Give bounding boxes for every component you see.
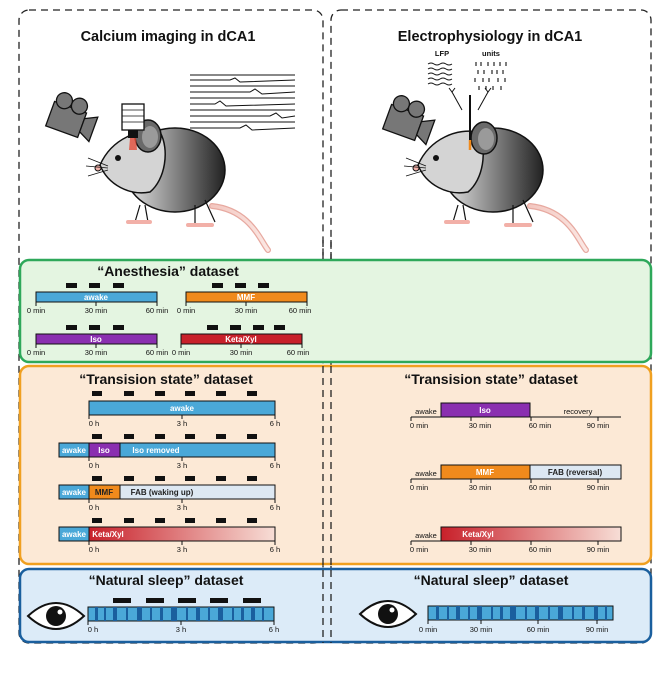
tick: 3 h xyxy=(176,625,186,634)
lfp-label: LFP xyxy=(435,49,449,58)
anesthesia-title: “Anesthesia” dataset xyxy=(97,263,239,279)
tick: 30 min xyxy=(469,545,492,554)
anesthesia-mmf-row: MMF 0 min 30 min 60 min xyxy=(177,283,311,315)
tick: 30 min xyxy=(235,306,258,315)
transition-left-row4: awake Keta/Xyl 0 h 3 h 6 h xyxy=(58,518,280,554)
keta-bar-label: Keta/Xyl xyxy=(225,335,257,344)
anesthesia-iso-row: Iso 0 min 30 min 60 min xyxy=(27,325,168,357)
transition-left-row3: awake MMF FAB (waking up) 0 h 3 h 6 h xyxy=(58,476,280,512)
eye-icon xyxy=(358,600,418,628)
tick: 90 min xyxy=(587,483,610,492)
tick: 3 h xyxy=(177,503,187,512)
tick: 0 min xyxy=(27,306,45,315)
tick: 0 h xyxy=(89,545,99,554)
row-label: awake xyxy=(170,404,195,413)
tick: 60 min xyxy=(527,625,550,634)
tick: 60 min xyxy=(146,306,169,315)
transition-left-title: “Transision state” dataset xyxy=(79,371,253,387)
tick: 30 min xyxy=(230,348,253,357)
tick: 30 min xyxy=(469,483,492,492)
awake-label: awake xyxy=(415,531,437,540)
tick: 60 min xyxy=(146,348,169,357)
tick: 6 h xyxy=(269,625,279,634)
tick: 60 min xyxy=(529,421,552,430)
tick: 60 min xyxy=(287,348,310,357)
eye-icon xyxy=(26,602,86,630)
drug-label: Iso xyxy=(479,406,491,415)
tick: 6 h xyxy=(270,545,280,554)
anesthesia-awake-row: awake 0 min 30 min 60 min xyxy=(27,283,168,315)
sleep-right-title: “Natural sleep” dataset xyxy=(414,572,569,588)
tick: 90 min xyxy=(587,421,610,430)
tick: 30 min xyxy=(470,625,493,634)
after-label: recovery xyxy=(564,407,593,416)
tick: 30 min xyxy=(469,421,492,430)
awake-label: awake xyxy=(415,469,437,478)
mmf-bar-label: MMF xyxy=(237,293,255,302)
tick: 0 min xyxy=(27,348,45,357)
transition-right-row2: awake MMF FAB (reversal) 0 min 30 min 60… xyxy=(410,464,622,492)
sleep-left-timeline: 0 h 3 h 6 h xyxy=(87,598,279,634)
tick: 0 min xyxy=(410,421,428,430)
transition-left-row1: awake 0 h 3 h 6 h xyxy=(88,391,280,428)
calcium-mouse-illustration xyxy=(44,74,296,253)
tick: 0 h xyxy=(88,625,98,634)
awake-label: awake xyxy=(62,488,87,497)
drug-label: Keta/Xyl xyxy=(462,530,494,539)
tick: 6 h xyxy=(270,461,280,470)
tick: 0 min xyxy=(410,545,428,554)
units-label: units xyxy=(482,49,500,58)
sleep-right-timeline: 0 min 30 min 60 min 90 min xyxy=(419,605,614,634)
tick: 30 min xyxy=(85,348,108,357)
transition-right-row1: awake Iso recovery 0 min 30 min 60 min 9… xyxy=(410,402,621,430)
tick: 6 h xyxy=(270,419,280,428)
awake-label: awake xyxy=(62,446,87,455)
awake-label: awake xyxy=(62,530,87,539)
drug-label: Iso xyxy=(98,446,110,455)
tick: 3 h xyxy=(177,419,187,428)
calcium-title: Calcium imaging in dCA1 xyxy=(81,29,256,45)
tick: 0 h xyxy=(89,461,99,470)
tick: 30 min xyxy=(85,306,108,315)
tick: 0 min xyxy=(177,306,195,315)
tick: 0 min xyxy=(172,348,190,357)
drug-label: MMF xyxy=(476,468,494,477)
tick: 60 min xyxy=(529,483,552,492)
tick: 60 min xyxy=(529,545,552,554)
iso-bar-label: Iso xyxy=(90,335,102,344)
transition-left-row2: awake Iso Iso removed 0 h 3 h 6 h xyxy=(58,434,280,470)
tick: 0 h xyxy=(89,503,99,512)
tick: 3 h xyxy=(177,461,187,470)
tick: 0 min xyxy=(419,625,437,634)
sleep-section xyxy=(18,567,653,644)
ephys-mouse-illustration xyxy=(381,62,589,253)
tick: 0 min xyxy=(410,483,428,492)
tick: 90 min xyxy=(586,625,609,634)
after-label: FAB (reversal) xyxy=(548,468,603,477)
after-label: Iso removed xyxy=(132,446,179,455)
transition-right-title: “Transision state” dataset xyxy=(404,371,578,387)
tick: 60 min xyxy=(289,306,312,315)
awake-bar-label: awake xyxy=(84,293,109,302)
sleep-left-title: “Natural sleep” dataset xyxy=(89,572,244,588)
tick: 3 h xyxy=(177,545,187,554)
anesthesia-section xyxy=(18,258,653,364)
ephys-title: Electrophysiology in dCA1 xyxy=(398,29,583,45)
transition-right-row3: awake Keta/Xyl 0 min 30 min 60 min 90 mi… xyxy=(410,526,622,554)
after-label: FAB (waking up) xyxy=(131,488,194,497)
anesthesia-keta-row: Keta/Xyl 0 min 30 min 60 min xyxy=(172,325,309,357)
tick: 6 h xyxy=(270,503,280,512)
drug-label: MMF xyxy=(95,488,113,497)
drug-label: Keta/Xyl xyxy=(92,530,124,539)
tick: 0 h xyxy=(89,419,99,428)
tick: 90 min xyxy=(587,545,610,554)
awake-label: awake xyxy=(415,407,437,416)
